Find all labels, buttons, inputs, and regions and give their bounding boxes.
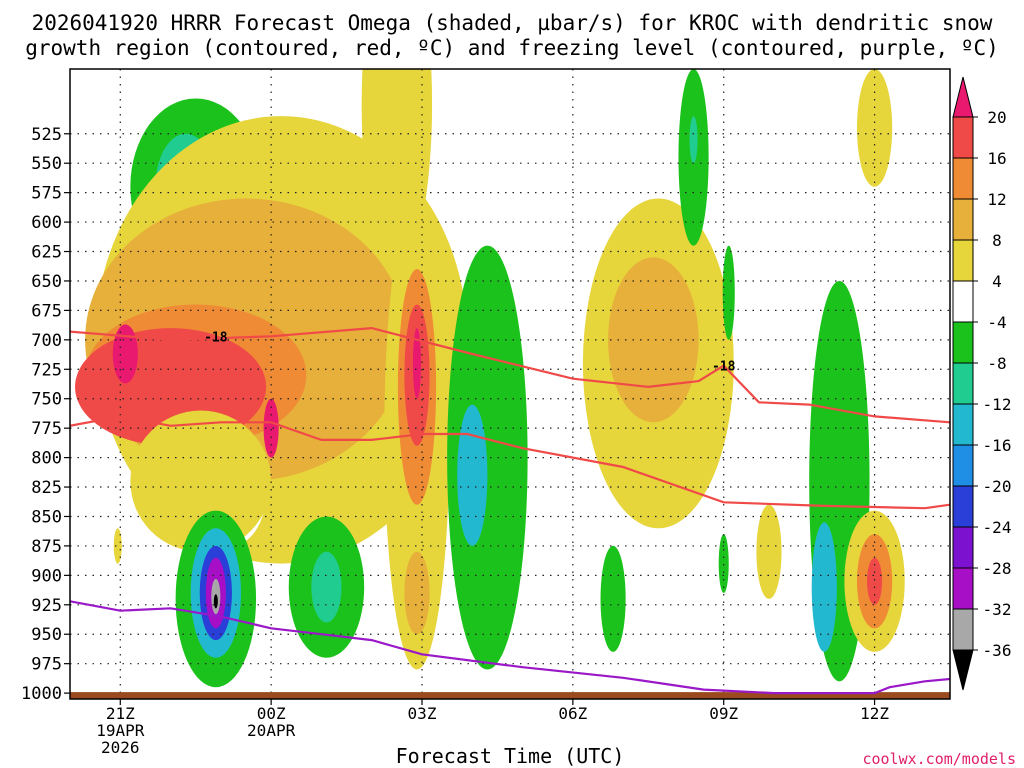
colorbar-segment bbox=[952, 198, 974, 241]
omega-region-red-right-lower bbox=[867, 557, 883, 605]
omega-region-green-small-0830z bbox=[722, 245, 735, 340]
terrain-surface bbox=[70, 692, 950, 699]
y-tick-label: 525 bbox=[31, 125, 62, 145]
contour-line-2 bbox=[70, 415, 950, 510]
colorbar-label: -28 bbox=[983, 559, 1012, 578]
y-tick-label: 950 bbox=[31, 625, 62, 645]
omega-region-yellow-col-small-left bbox=[113, 528, 122, 564]
colorbar-segment bbox=[952, 526, 974, 569]
x-tick-label1: 03Z bbox=[408, 704, 437, 723]
y-tick-label: 550 bbox=[31, 154, 62, 174]
x-tick-label2: 20APR bbox=[247, 721, 296, 740]
omega-region-cyan-right bbox=[811, 522, 837, 652]
y-tick-label: 725 bbox=[31, 360, 62, 380]
colorbar-segment bbox=[952, 362, 974, 405]
y-tick-label: 700 bbox=[31, 331, 62, 351]
y-tick-label: 750 bbox=[31, 390, 62, 410]
omega-shading bbox=[75, 69, 905, 688]
contour-label: -18 bbox=[204, 330, 228, 345]
colorbar-label: 20 bbox=[987, 108, 1006, 127]
plot-area: -18 -18 bbox=[70, 69, 950, 699]
x-tick-label1: 09Z bbox=[709, 704, 738, 723]
colorbar-label: -20 bbox=[983, 477, 1012, 496]
colorbar-label: 8 bbox=[992, 231, 1002, 250]
contour-lines: -18 -18 bbox=[70, 326, 950, 695]
colorbar-segment bbox=[952, 280, 974, 323]
colorbar-segment bbox=[952, 567, 974, 610]
colorbar-segment bbox=[952, 116, 974, 159]
contour-line-3 bbox=[70, 600, 950, 695]
y-tick-label: 600 bbox=[31, 213, 62, 233]
omega-region-magenta-mid bbox=[263, 398, 279, 458]
colorbar-label: -32 bbox=[983, 600, 1012, 619]
y-tick-label: 825 bbox=[31, 478, 62, 498]
colorbar-label: 16 bbox=[987, 149, 1006, 168]
y-tick-label: 975 bbox=[31, 655, 62, 675]
colorbar-label: -36 bbox=[983, 641, 1012, 660]
colorbar-segment bbox=[952, 444, 974, 487]
credit-text: coolwx.com/models bbox=[862, 750, 1016, 768]
y-tick-label: 925 bbox=[31, 596, 62, 616]
colorbar-label: -16 bbox=[983, 436, 1012, 455]
chart-title-line1: 2026041920 HRRR Forecast Omega (shaded, … bbox=[32, 11, 993, 35]
x-tick-label1: 12Z bbox=[860, 704, 889, 723]
omega-region-orange-lower-03z bbox=[404, 551, 430, 635]
colorbar-label: 12 bbox=[987, 190, 1006, 209]
colorbar-label: -12 bbox=[983, 395, 1012, 414]
omega-region-black-storm-lower bbox=[213, 594, 218, 609]
colorbar-segment bbox=[952, 608, 974, 651]
y-tick-label: 650 bbox=[31, 272, 62, 292]
y-tick-label: 1000 bbox=[21, 684, 62, 704]
colorbar-label: -24 bbox=[983, 518, 1012, 537]
y-axis-ticks: 525 550 575 600 625 650 675 700 725 750 775 800 825 8… bbox=[21, 125, 70, 704]
y-tick-label: 775 bbox=[31, 419, 62, 439]
colorbar-label: -4 bbox=[987, 313, 1006, 332]
omega-region-magenta-col-03z bbox=[412, 328, 421, 399]
omega-region-yellow-top-right bbox=[856, 69, 893, 187]
omega-region-yellow-small-1030z bbox=[756, 504, 782, 599]
x-tick-label3: 2026 bbox=[101, 738, 140, 757]
omega-region-orange-mid-right bbox=[608, 257, 699, 423]
colorbar-segment bbox=[952, 485, 974, 528]
y-tick-label: 575 bbox=[31, 184, 62, 204]
colorbar: 20 16 12 8 4 -4 -8 -12 -16 -20 -24 -28 -32 -36 bbox=[952, 76, 1012, 691]
y-tick-label: 800 bbox=[31, 449, 62, 469]
contour-label: -18 bbox=[712, 360, 736, 375]
contour-line-1 bbox=[70, 326, 950, 424]
gridlines bbox=[70, 69, 950, 699]
omega-region-magenta-left bbox=[112, 324, 138, 384]
colorbar-label: 4 bbox=[992, 272, 1002, 291]
omega-region-green-small-0700z bbox=[600, 545, 626, 652]
y-tick-label: 675 bbox=[31, 301, 62, 321]
colorbar-segment bbox=[952, 157, 974, 200]
omega-region-cyan-lower-mid bbox=[311, 551, 342, 623]
colorbar-segment bbox=[952, 239, 974, 282]
colorbar-top-triangle bbox=[952, 76, 974, 118]
terrain bbox=[70, 692, 950, 699]
chart-title-line2: growth region (contoured, red, ºC) and f… bbox=[25, 36, 999, 60]
x-axis-label: Forecast Time (UTC) bbox=[396, 744, 625, 768]
y-tick-label: 875 bbox=[31, 537, 62, 557]
x-tick-label1: 00Z bbox=[257, 704, 286, 723]
y-tick-label: 850 bbox=[31, 507, 62, 527]
omega-region-green-small-lower-0900z bbox=[718, 534, 729, 594]
colorbar-bottom-triangle bbox=[952, 649, 974, 691]
omega-region-cyan-top-right bbox=[689, 116, 698, 164]
x-tick-label1: 06Z bbox=[558, 704, 587, 723]
colorbar-segment bbox=[952, 403, 974, 446]
colorbar-label: -8 bbox=[987, 354, 1006, 373]
x-tick-label2: 19APR bbox=[96, 721, 145, 740]
y-tick-label: 625 bbox=[31, 243, 62, 263]
omega-region-cyan-diagonal-04z bbox=[457, 404, 488, 546]
plot-frame bbox=[69, 68, 951, 700]
y-tick-label: 900 bbox=[31, 566, 62, 586]
colorbar-segment bbox=[952, 321, 974, 364]
x-tick-label1: 21Z bbox=[106, 704, 135, 723]
